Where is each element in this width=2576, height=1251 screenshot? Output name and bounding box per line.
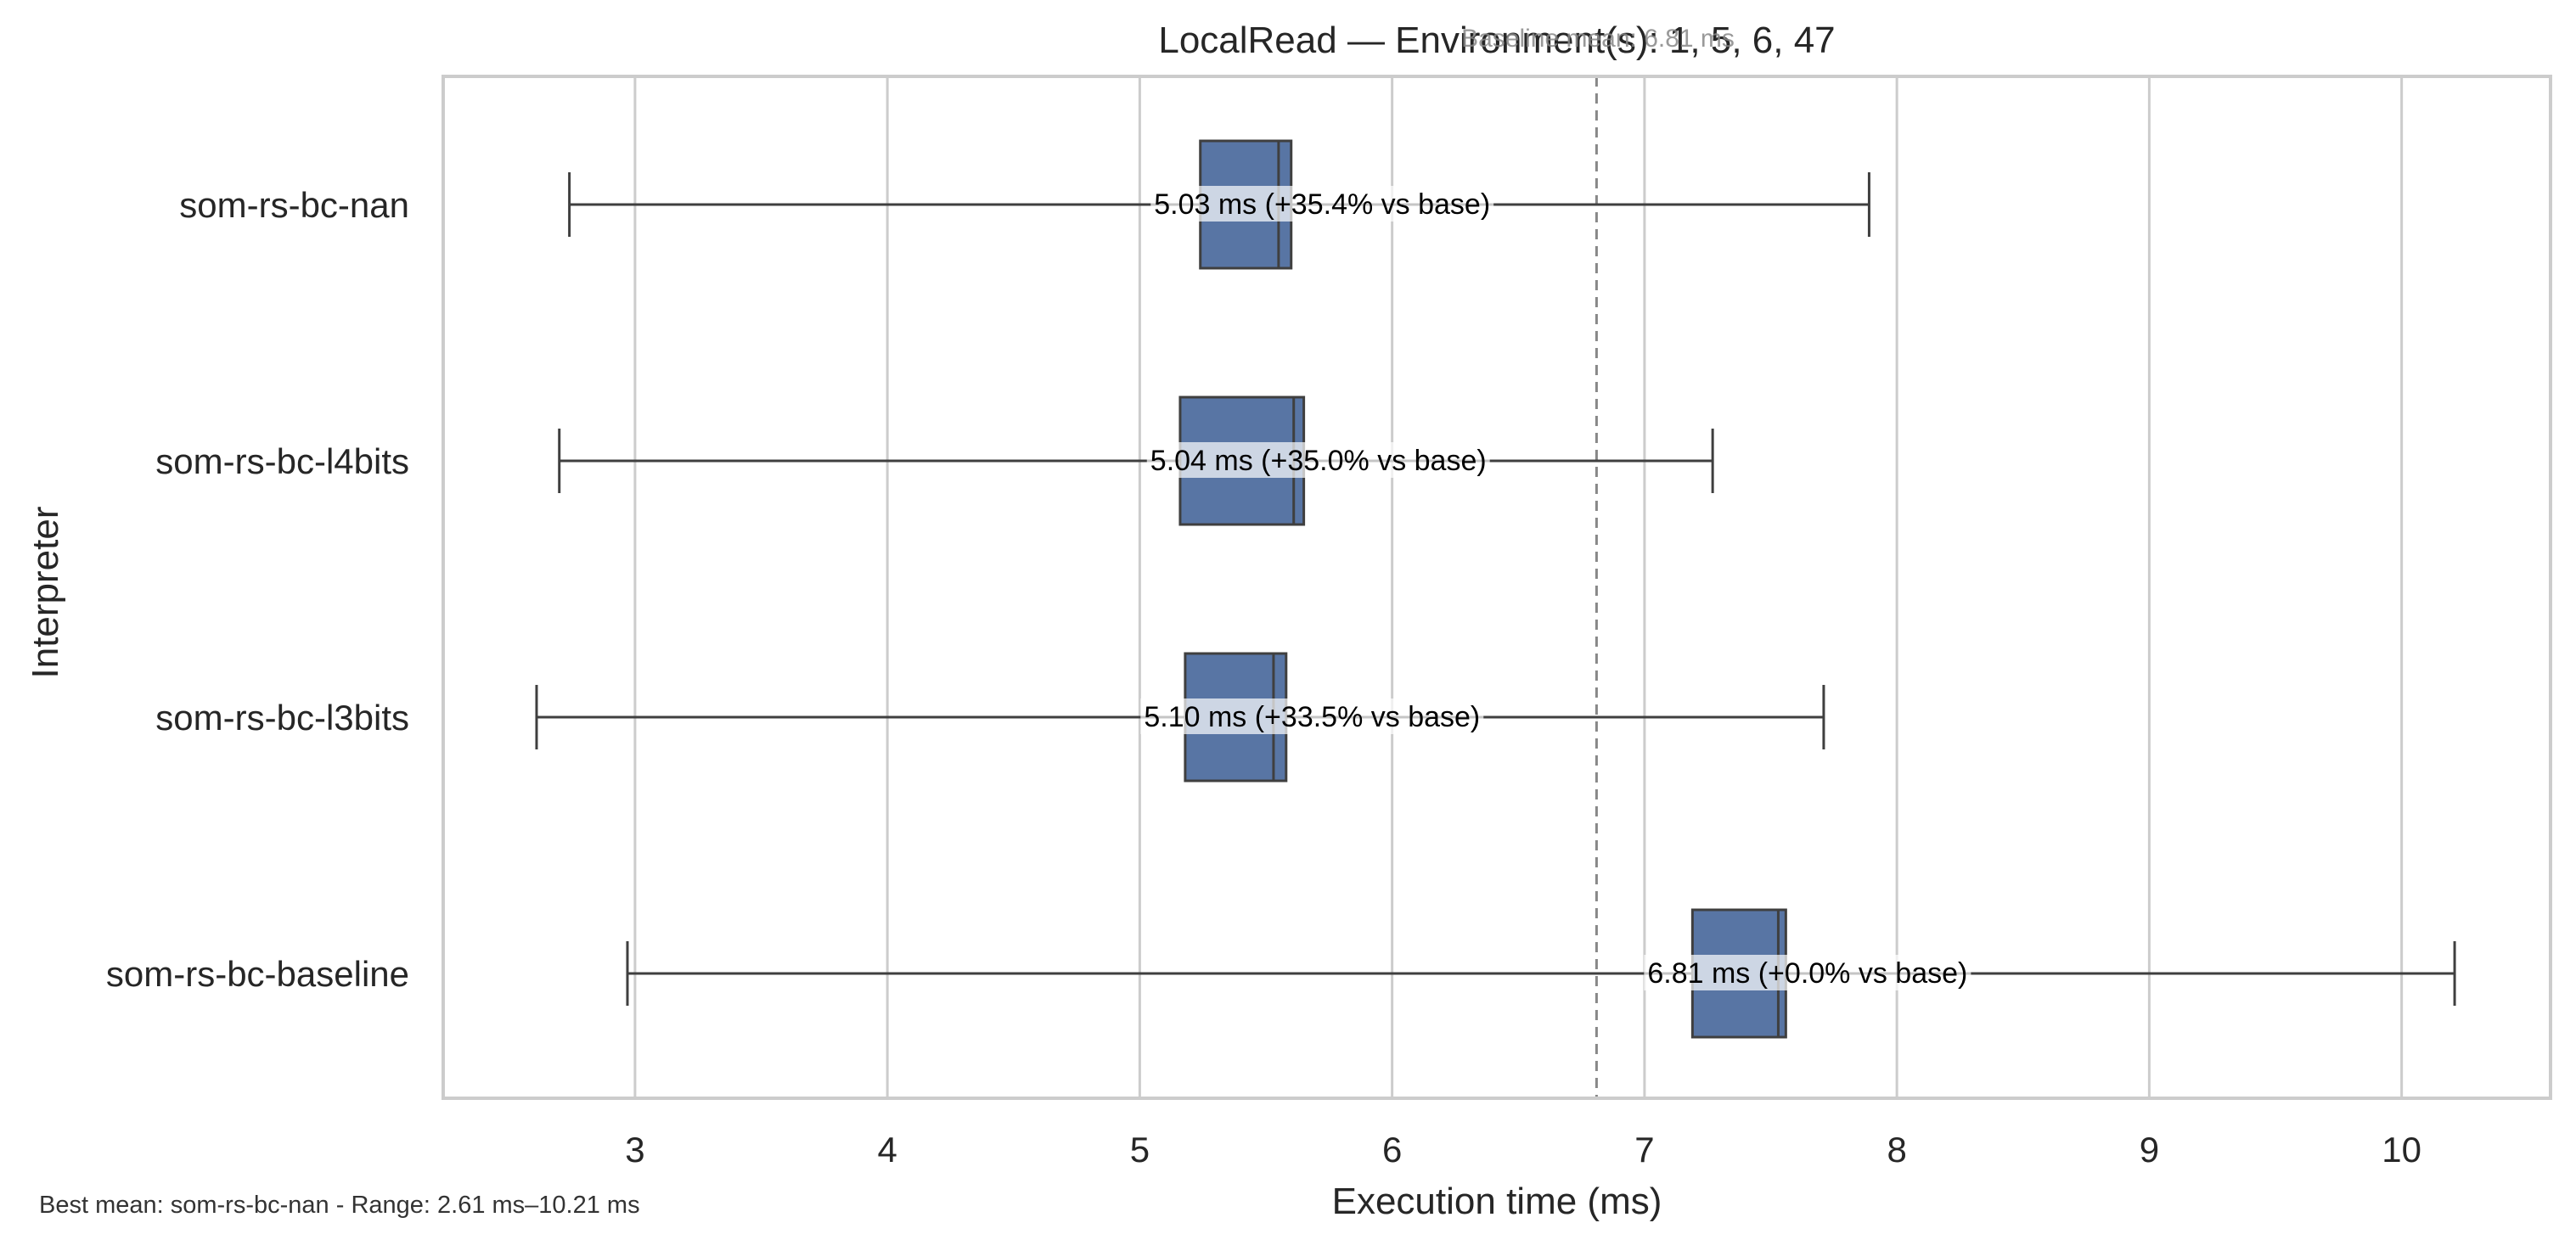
x-axis-label: Execution time (ms) [1332, 1181, 1662, 1222]
gridlines [633, 76, 2404, 1098]
x-tick-label: 9 [2140, 1130, 2159, 1170]
x-tick-label: 10 [2382, 1130, 2421, 1170]
data-label: 6.81 ms (+0.0% vs base) [1647, 957, 1967, 990]
data-label-background [1644, 955, 1971, 990]
x-tick-label: 5 [1130, 1130, 1150, 1170]
x-tick-label: 8 [1887, 1130, 1906, 1170]
annotation-som-rs-bc-l3bits: 5.10 ms (+33.5% vs base) [1140, 698, 1484, 734]
data-label-background [1146, 442, 1490, 478]
x-tick-label: 3 [625, 1130, 644, 1170]
box-som-rs-bc-baseline [626, 908, 2456, 1039]
y-tick-label: som-rs-bc-baseline [106, 954, 409, 994]
data-label: 5.03 ms (+35.4% vs base) [1154, 188, 1490, 221]
x-tick-label: 7 [1634, 1130, 1654, 1170]
footnote: Best mean: som-rs-bc-nan - Range: 2.61 m… [39, 1192, 640, 1219]
x-axis-ticks: 3 4 5 6 7 8 9 10 [625, 1130, 2421, 1170]
data-label: 5.04 ms (+35.0% vs base) [1150, 445, 1487, 477]
annotation-som-rs-bc-l4bits: 5.04 ms (+35.0% vs base) [1146, 442, 1490, 478]
baseline-label: Baseline mean: 6.81 ms [1461, 25, 1735, 53]
y-axis-label: Interpreter [25, 507, 66, 679]
annotation-labels: 5.03 ms (+35.4% vs base) 5.04 ms (+35.0% … [1140, 186, 1971, 990]
y-axis-ticks: som-rs-bc-nan som-rs-bc-l4bits som-rs-bc-l… [106, 185, 409, 994]
plot-frame [442, 75, 2552, 1100]
y-tick-label: som-rs-bc-l4bits [155, 441, 409, 481]
x-tick-label: 6 [1382, 1130, 1402, 1170]
annotation-som-rs-bc-nan: 5.03 ms (+35.4% vs base) [1150, 186, 1494, 222]
annotation-som-rs-bc-baseline: 6.81 ms (+0.0% vs base) [1644, 955, 1971, 990]
data-label-background [1140, 698, 1484, 734]
y-tick-label: som-rs-bc-l3bits [155, 698, 409, 738]
y-tick-label: som-rs-bc-nan [179, 185, 409, 225]
data-label: 5.10 ms (+33.5% vs base) [1144, 701, 1480, 733]
data-label-background [1150, 186, 1494, 222]
chart-title: LocalRead — Environment(s): 1, 5, 6, 47 [1158, 20, 1835, 61]
x-tick-label: 4 [877, 1130, 897, 1170]
